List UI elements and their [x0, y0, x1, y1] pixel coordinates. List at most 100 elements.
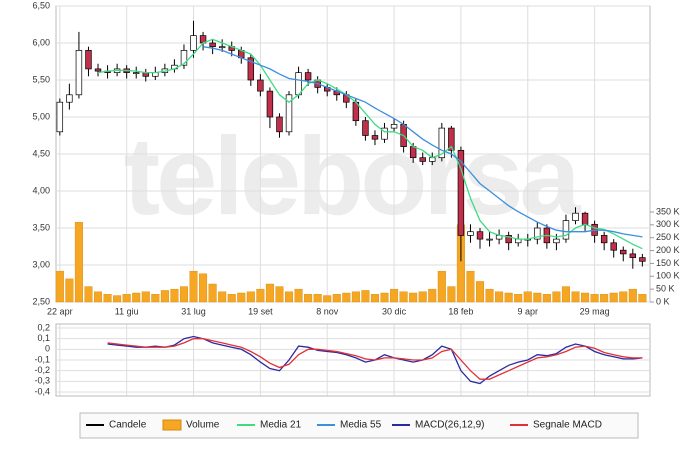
volume-bar — [342, 292, 351, 303]
volume-bar — [160, 290, 169, 303]
candle-body — [448, 127, 455, 151]
volume-bar — [552, 291, 561, 303]
candle-body — [486, 238, 493, 241]
volume-bar — [514, 294, 523, 303]
x-tick-label: 18 feb — [448, 306, 473, 316]
y2-tick-label: 150 K — [656, 258, 680, 268]
volume-bar — [218, 291, 227, 303]
x-tick-label: 11 giu — [115, 306, 139, 316]
series-line — [202, 46, 643, 238]
volume-bar — [533, 292, 542, 303]
candle-body — [610, 242, 617, 251]
volume-bar — [361, 290, 370, 303]
candle-body — [180, 50, 188, 66]
x-tick-label: 31 lug — [181, 306, 206, 316]
volume-bar — [504, 292, 513, 303]
candle-body — [218, 46, 226, 49]
legend-label: MACD(26,12,9) — [415, 420, 484, 431]
candle-body — [85, 50, 92, 70]
candle-body — [190, 35, 197, 51]
candle-body — [209, 42, 216, 48]
volume-bar — [122, 294, 131, 303]
candle-body — [285, 94, 293, 133]
volume-bar — [619, 291, 628, 303]
volume-bar — [323, 295, 332, 303]
volume-bar — [55, 270, 64, 303]
candle-body — [304, 72, 312, 81]
volume-bar — [351, 291, 360, 303]
volume-bar — [475, 281, 485, 303]
candle-body — [266, 90, 274, 118]
volume-bar — [304, 294, 313, 303]
x-tick-label: 22 apr — [47, 306, 73, 316]
y2-tick-label: 250 K — [656, 232, 680, 242]
volume-bar — [113, 295, 122, 303]
volume-bar — [65, 278, 74, 303]
y2-tick-label: 300 K — [656, 219, 680, 229]
y-tick-label: -0,4 — [34, 386, 50, 396]
volume-bar — [571, 291, 580, 303]
volume-bar — [141, 291, 150, 303]
y-tick-label: 4,50 — [32, 148, 50, 158]
volume-bar — [638, 294, 647, 303]
candle-body — [476, 231, 484, 240]
y2-tick-label: 200 K — [656, 245, 680, 255]
candle-body — [553, 238, 560, 244]
candle-body — [247, 57, 255, 81]
candle-body — [600, 235, 608, 244]
volume-bar — [284, 291, 294, 303]
volume-bar — [628, 288, 637, 303]
candle-body — [295, 72, 302, 96]
candle-body — [75, 50, 83, 96]
volume-bar — [495, 291, 504, 303]
y2-tick-label: 0 K — [656, 296, 670, 306]
y-tick-label: 3,50 — [32, 222, 50, 232]
y2-tick-label: 350 K — [656, 206, 680, 216]
candle-body — [629, 253, 637, 258]
volume-bar — [609, 292, 618, 303]
candle-body — [562, 220, 570, 240]
x-tick-label: 19 set — [248, 306, 273, 316]
candle-body — [66, 94, 73, 103]
volume-bar — [103, 294, 112, 303]
volume-bar — [418, 291, 427, 303]
candle-body — [257, 79, 264, 92]
candle-body — [409, 146, 417, 159]
y2-tick-label: 100 K — [656, 271, 680, 281]
volume-bar — [246, 291, 255, 303]
candle-body — [467, 231, 474, 236]
series-line — [107, 338, 643, 380]
candle-body — [362, 120, 369, 136]
candle-body — [419, 157, 426, 162]
x-tick-label: 8 nov — [316, 306, 339, 316]
volume-bar — [199, 273, 208, 303]
volume-bar — [93, 291, 103, 303]
volume-bar — [294, 288, 303, 303]
y-tick-label: -0,2 — [34, 365, 50, 375]
volume-bar — [390, 288, 399, 303]
x-tick-label: 30 dic — [382, 306, 407, 316]
volume-bar — [256, 288, 265, 303]
y-tick-label: 2,50 — [32, 296, 50, 306]
y-tick-label: 6,00 — [32, 37, 50, 47]
y-tick-label: 0 — [45, 344, 50, 354]
volume-bar — [542, 294, 551, 303]
candle-body — [620, 249, 627, 255]
volume-bar — [409, 292, 418, 303]
volume-bar — [380, 292, 389, 303]
candle-body — [572, 212, 579, 221]
volume-bar — [313, 294, 322, 303]
volume-bar — [437, 270, 446, 303]
legend-swatch — [162, 419, 182, 431]
y-tick-label: -0,1 — [34, 354, 50, 364]
volume-bar — [208, 283, 217, 303]
volume-bar — [600, 294, 609, 303]
candle-body — [534, 227, 541, 240]
volume-bar — [275, 286, 284, 303]
volume-bar — [581, 292, 590, 303]
volume-bar — [132, 292, 141, 303]
y-tick-label: 0,2 — [37, 322, 50, 332]
volume-bar — [485, 288, 494, 303]
volume-bar — [590, 294, 599, 303]
